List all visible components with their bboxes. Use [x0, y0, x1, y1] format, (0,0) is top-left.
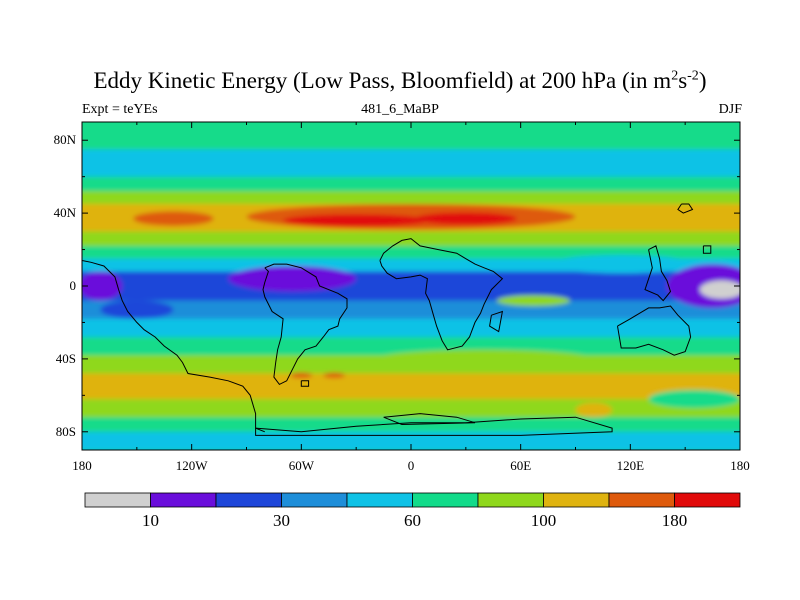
x-tick-label: 0 — [408, 458, 415, 473]
coastline-south-america — [262, 263, 348, 386]
field-band-16 — [82, 431, 740, 450]
colorbar-swatch-6 — [477, 492, 544, 508]
colorbar-swatch-3 — [281, 492, 348, 508]
subtitle-center: 481_6_MaBP — [361, 102, 439, 117]
colorbar-label: 30 — [273, 511, 290, 530]
coastline-australia — [617, 305, 692, 356]
field-blob-9 — [100, 300, 174, 319]
page-title: Eddy Kinetic Energy (Low Pass, Bloomfiel… — [0, 68, 800, 94]
colorbar: 10 30 60 100 180 — [84, 492, 741, 530]
x-tick-label: 60W — [289, 458, 315, 473]
field-blob-16 — [575, 402, 613, 418]
axis-layer: 180 120W 60W 0 60E 120E 180 80N 40N 0 40S 80S — [54, 121, 750, 473]
x-tick-label: 120W — [176, 458, 209, 473]
title-close: ) — [698, 68, 707, 93]
colorbar-label: 180 — [662, 511, 688, 530]
field-band-2 — [82, 176, 740, 193]
x-tick-label: 180 — [72, 458, 92, 473]
field-band-3 — [82, 191, 740, 205]
x-tick-label: 60E — [510, 458, 531, 473]
field-band-9 — [82, 300, 740, 320]
field-blob-2 — [283, 214, 430, 227]
field-layer — [82, 122, 740, 450]
coastline-falkland — [300, 380, 310, 387]
colorbar-swatch-5 — [412, 492, 479, 508]
field-blob-8 — [496, 295, 571, 307]
coastline-indonesia — [644, 245, 672, 302]
field-blob-12 — [374, 349, 594, 368]
colorbar-label: 100 — [531, 511, 557, 530]
coastline-pacific-island — [702, 245, 712, 254]
title-s: s — [678, 68, 688, 93]
coastline-layer — [82, 203, 712, 436]
field-band-6 — [82, 245, 740, 260]
y-tick-label: 40S — [56, 351, 76, 366]
coastline-antarctic-island — [383, 413, 476, 426]
field-blob-7 — [699, 280, 740, 299]
colorbar-swatch-7 — [543, 492, 610, 508]
colorbar-swatch-9 — [674, 492, 741, 508]
title-sup-1: 2 — [671, 68, 679, 84]
y-tick-label: 80N — [54, 132, 77, 147]
title-sup-2: -2 — [687, 68, 699, 84]
y-tick-label: 80S — [56, 424, 76, 439]
colorbar-swatch-1 — [150, 492, 217, 508]
x-tick-label: 120E — [617, 458, 645, 473]
coastline-japan — [677, 203, 694, 214]
field-blob-14 — [323, 372, 346, 379]
field-blob-3 — [414, 212, 518, 225]
coastline-central-america — [82, 260, 265, 433]
field-band-10 — [82, 318, 740, 338]
coastline-antarctica — [255, 416, 613, 436]
coastline-madagascar — [489, 310, 504, 333]
field-blob-11 — [136, 355, 265, 370]
colorbar-swatch-2 — [215, 492, 282, 508]
field-contours — [82, 122, 740, 450]
y-tick-label: 0 — [70, 278, 77, 293]
field-blob-10 — [548, 255, 695, 274]
field-blob-13 — [290, 372, 313, 379]
field-blob-1 — [133, 211, 214, 226]
field-band-14 — [82, 398, 740, 418]
colorbar-swatch-8 — [608, 492, 675, 508]
y-tick-label: 40N — [54, 205, 77, 220]
field-blob-5 — [82, 271, 123, 301]
colorbar-label: 10 — [142, 511, 159, 530]
coastline-africa — [379, 238, 504, 351]
x-tick-label: 180 — [730, 458, 750, 473]
title-main: Eddy Kinetic Energy (Low Pass, Bloomfiel… — [93, 68, 672, 93]
field-blob-4 — [228, 265, 357, 292]
subtitle-right: DJF — [718, 102, 742, 117]
field-blob-15 — [648, 389, 740, 409]
field-band-15 — [82, 417, 740, 433]
field-band-1 — [82, 149, 740, 178]
field-band-11 — [82, 337, 740, 357]
subtitle-left: Expt = teYEs — [82, 102, 158, 117]
colorbar-swatch-4 — [346, 492, 413, 508]
colorbar-swatch-0 — [84, 492, 151, 508]
colorbar-label: 60 — [404, 511, 421, 530]
field-band-13 — [82, 373, 740, 400]
field-band-8 — [82, 271, 740, 302]
